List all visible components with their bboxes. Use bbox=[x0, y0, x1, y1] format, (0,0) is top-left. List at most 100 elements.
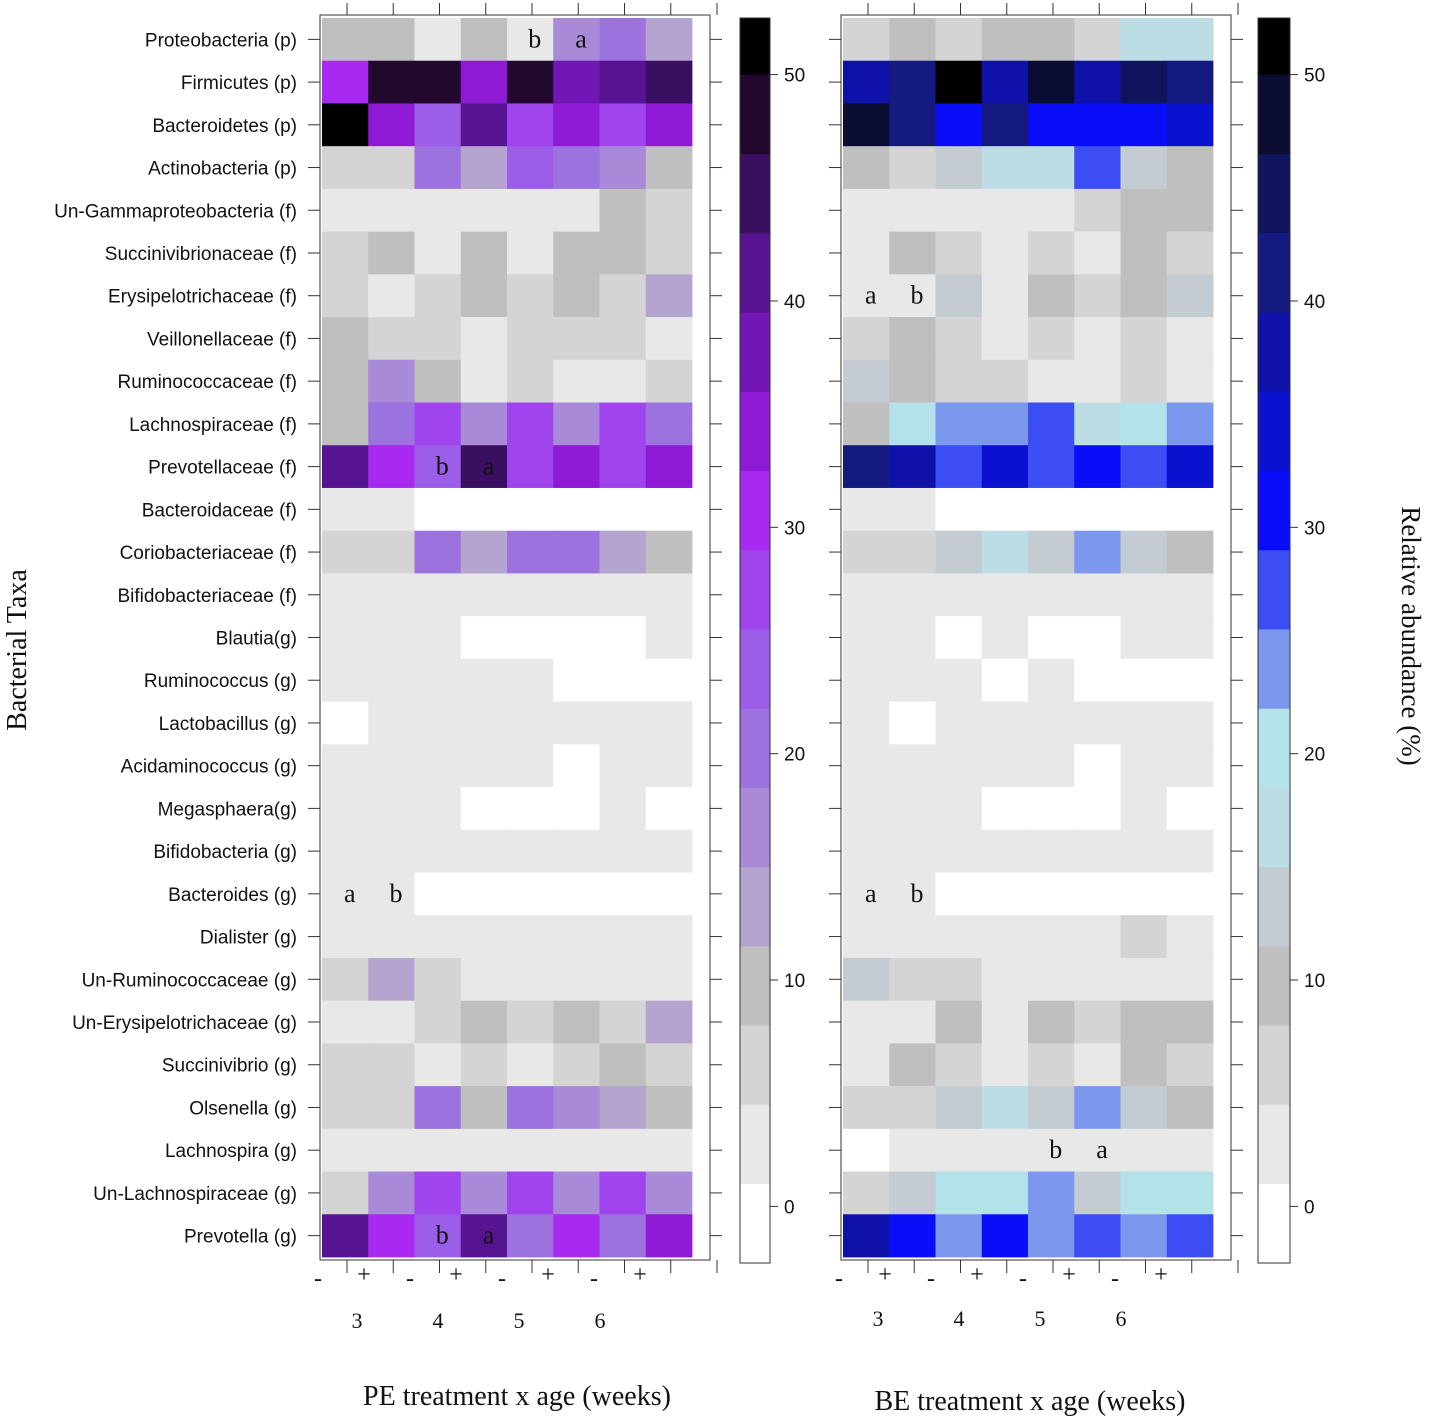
heatmap-cell bbox=[599, 1128, 647, 1172]
heatmap-cell bbox=[368, 957, 415, 1002]
heatmap-cell bbox=[414, 274, 462, 318]
heatmap-cell bbox=[507, 530, 554, 574]
heatmap-cell bbox=[1120, 787, 1168, 831]
treatment-sign: + bbox=[1062, 1262, 1076, 1288]
heatmap-cell bbox=[368, 274, 415, 318]
heatmap-cell bbox=[843, 1171, 890, 1215]
heatmap-cell bbox=[368, 530, 415, 574]
heatmap-cell bbox=[843, 915, 890, 959]
heatmap-cell bbox=[1074, 359, 1121, 403]
heatmap-cell bbox=[507, 188, 554, 233]
heatmap-cell bbox=[889, 957, 936, 1002]
heatmap-cell bbox=[368, 445, 415, 489]
colorbar-bin bbox=[1258, 153, 1290, 234]
heatmap-cell bbox=[368, 60, 415, 104]
heatmap-cell bbox=[368, 146, 415, 190]
heatmap-cell bbox=[553, 658, 600, 702]
heatmap-cell bbox=[1028, 701, 1075, 745]
heatmap-cell bbox=[1166, 1000, 1214, 1044]
treatment-sign: - bbox=[590, 1266, 598, 1292]
heatmap-cell bbox=[460, 701, 508, 745]
heatmap-cell bbox=[368, 829, 415, 873]
heatmap-cell bbox=[1166, 103, 1214, 147]
taxon-label: Megasphaera(g) bbox=[158, 799, 297, 820]
heatmap-cell bbox=[414, 787, 462, 831]
taxon-label: Lachnospira (g) bbox=[165, 1141, 297, 1162]
heatmap-cell bbox=[507, 744, 554, 788]
heatmap-cell bbox=[414, 402, 462, 446]
taxon-label: Un-Gammaproteobacteria (f) bbox=[54, 201, 297, 222]
heatmap-cell bbox=[843, 530, 890, 574]
significance-letter: a bbox=[1096, 1135, 1108, 1164]
heatmap-cell bbox=[645, 701, 693, 745]
heatmap-cell bbox=[368, 317, 415, 361]
heatmap-cell bbox=[1166, 60, 1214, 104]
colorbar-bin bbox=[1258, 629, 1290, 709]
heatmap-cell bbox=[1028, 829, 1075, 873]
heatmap-cell bbox=[981, 1171, 1029, 1215]
taxon-label: Olsenella (g) bbox=[189, 1098, 297, 1119]
heatmap-cell bbox=[981, 915, 1029, 959]
heatmap-cell bbox=[935, 1086, 983, 1130]
y-axis-label: Bacterial Taxa bbox=[2, 569, 33, 731]
taxon-label: Lactobacillus (g) bbox=[159, 714, 297, 735]
colorbar-bin bbox=[1258, 1183, 1290, 1264]
taxon-label: Erysipelotrichaceae (f) bbox=[108, 287, 297, 308]
heatmap-cell bbox=[935, 787, 983, 831]
heatmap-cell bbox=[843, 487, 890, 532]
heatmap-cell bbox=[599, 317, 647, 361]
heatmap-cell bbox=[368, 487, 415, 532]
colorbar-tick-label: 0 bbox=[784, 1197, 795, 1218]
taxon-label: Blautia(g) bbox=[216, 629, 297, 650]
heatmap-cell bbox=[981, 1086, 1029, 1130]
colorbar-bin bbox=[740, 866, 770, 947]
heatmap-cell bbox=[1166, 146, 1214, 190]
heatmap-cell bbox=[645, 445, 693, 489]
heatmap-cell bbox=[460, 573, 508, 617]
colorbar-bin bbox=[740, 1104, 770, 1185]
heatmap-cell bbox=[935, 317, 983, 361]
heatmap-cell bbox=[935, 1171, 983, 1215]
treatment-sign: + bbox=[541, 1262, 555, 1288]
heatmap-cell bbox=[322, 18, 369, 62]
heatmap-cell bbox=[414, 487, 462, 532]
heatmap-cell bbox=[1074, 1214, 1121, 1258]
heatmap-cell bbox=[981, 402, 1029, 446]
heatmap-cell bbox=[460, 872, 508, 916]
heatmap-cell bbox=[843, 658, 890, 702]
heatmap-cell bbox=[322, 616, 369, 660]
heatmap-cell bbox=[553, 1086, 600, 1130]
age-label: 5 bbox=[1035, 1306, 1046, 1331]
heatmap-cell bbox=[553, 60, 600, 104]
heatmap-cell bbox=[599, 487, 647, 532]
taxon-label: Dialister (g) bbox=[200, 928, 297, 949]
heatmap-cell bbox=[1074, 829, 1121, 873]
heatmap-cell bbox=[507, 146, 554, 190]
heatmap-cell bbox=[843, 1214, 890, 1258]
heatmap-cell bbox=[1166, 872, 1214, 916]
colorbar-bin bbox=[740, 787, 770, 868]
heatmap-cell bbox=[1028, 402, 1075, 446]
heatmap-cell bbox=[414, 1086, 462, 1130]
heatmap-cell bbox=[414, 915, 462, 959]
heatmap-cell bbox=[981, 701, 1029, 745]
heatmap-cell bbox=[507, 701, 554, 745]
heatmap-cell bbox=[599, 402, 647, 446]
heatmap-cell bbox=[981, 317, 1029, 361]
heatmap-cell bbox=[889, 359, 936, 403]
heatmap-cell bbox=[414, 146, 462, 190]
heatmap-cell bbox=[645, 1171, 693, 1215]
heatmap-cell bbox=[1166, 573, 1214, 617]
heatmap-cell bbox=[507, 658, 554, 702]
heatmap-cell bbox=[935, 146, 983, 190]
colorbar-bin bbox=[1258, 549, 1290, 630]
heatmap-cell bbox=[460, 487, 508, 532]
colorbar-bin bbox=[1258, 787, 1290, 868]
heatmap-cell bbox=[981, 616, 1029, 660]
heatmap-cell bbox=[889, 1086, 936, 1130]
significance-letter: b bbox=[1049, 1135, 1062, 1164]
heatmap-cell bbox=[843, 872, 890, 916]
heatmap-cell bbox=[414, 1043, 462, 1087]
heatmap-cell bbox=[1166, 402, 1214, 446]
heatmap-cell bbox=[322, 573, 369, 617]
